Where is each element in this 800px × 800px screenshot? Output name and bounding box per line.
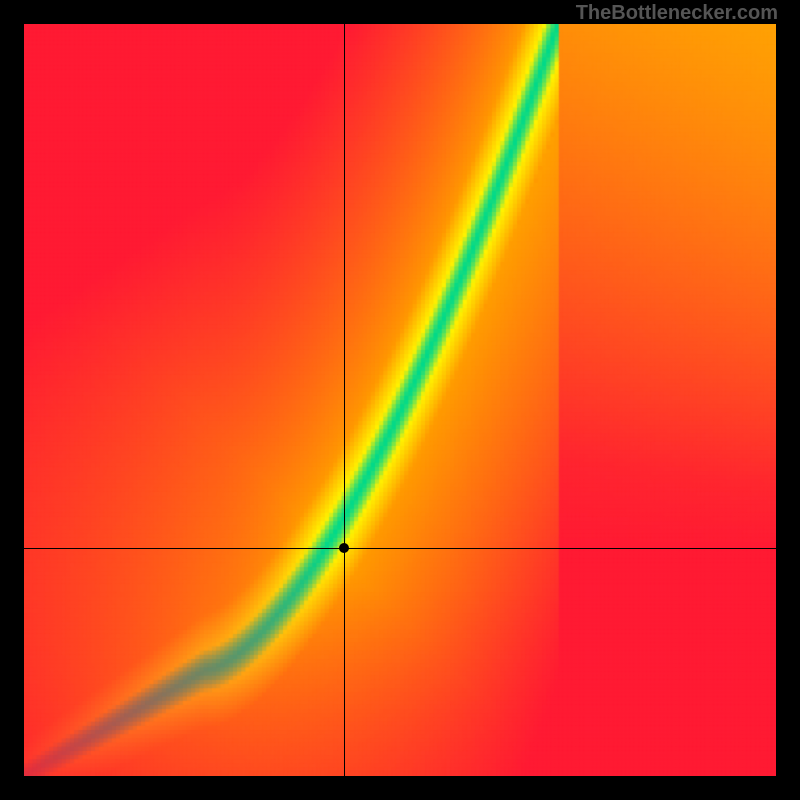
- watermark: TheBottlenecker.com: [576, 2, 778, 25]
- crosshair-horizontal: [24, 548, 776, 549]
- heatmap-canvas: [24, 24, 776, 776]
- plot-area: [24, 24, 776, 776]
- crosshair-vertical: [344, 24, 345, 776]
- crosshair-marker: [339, 543, 349, 553]
